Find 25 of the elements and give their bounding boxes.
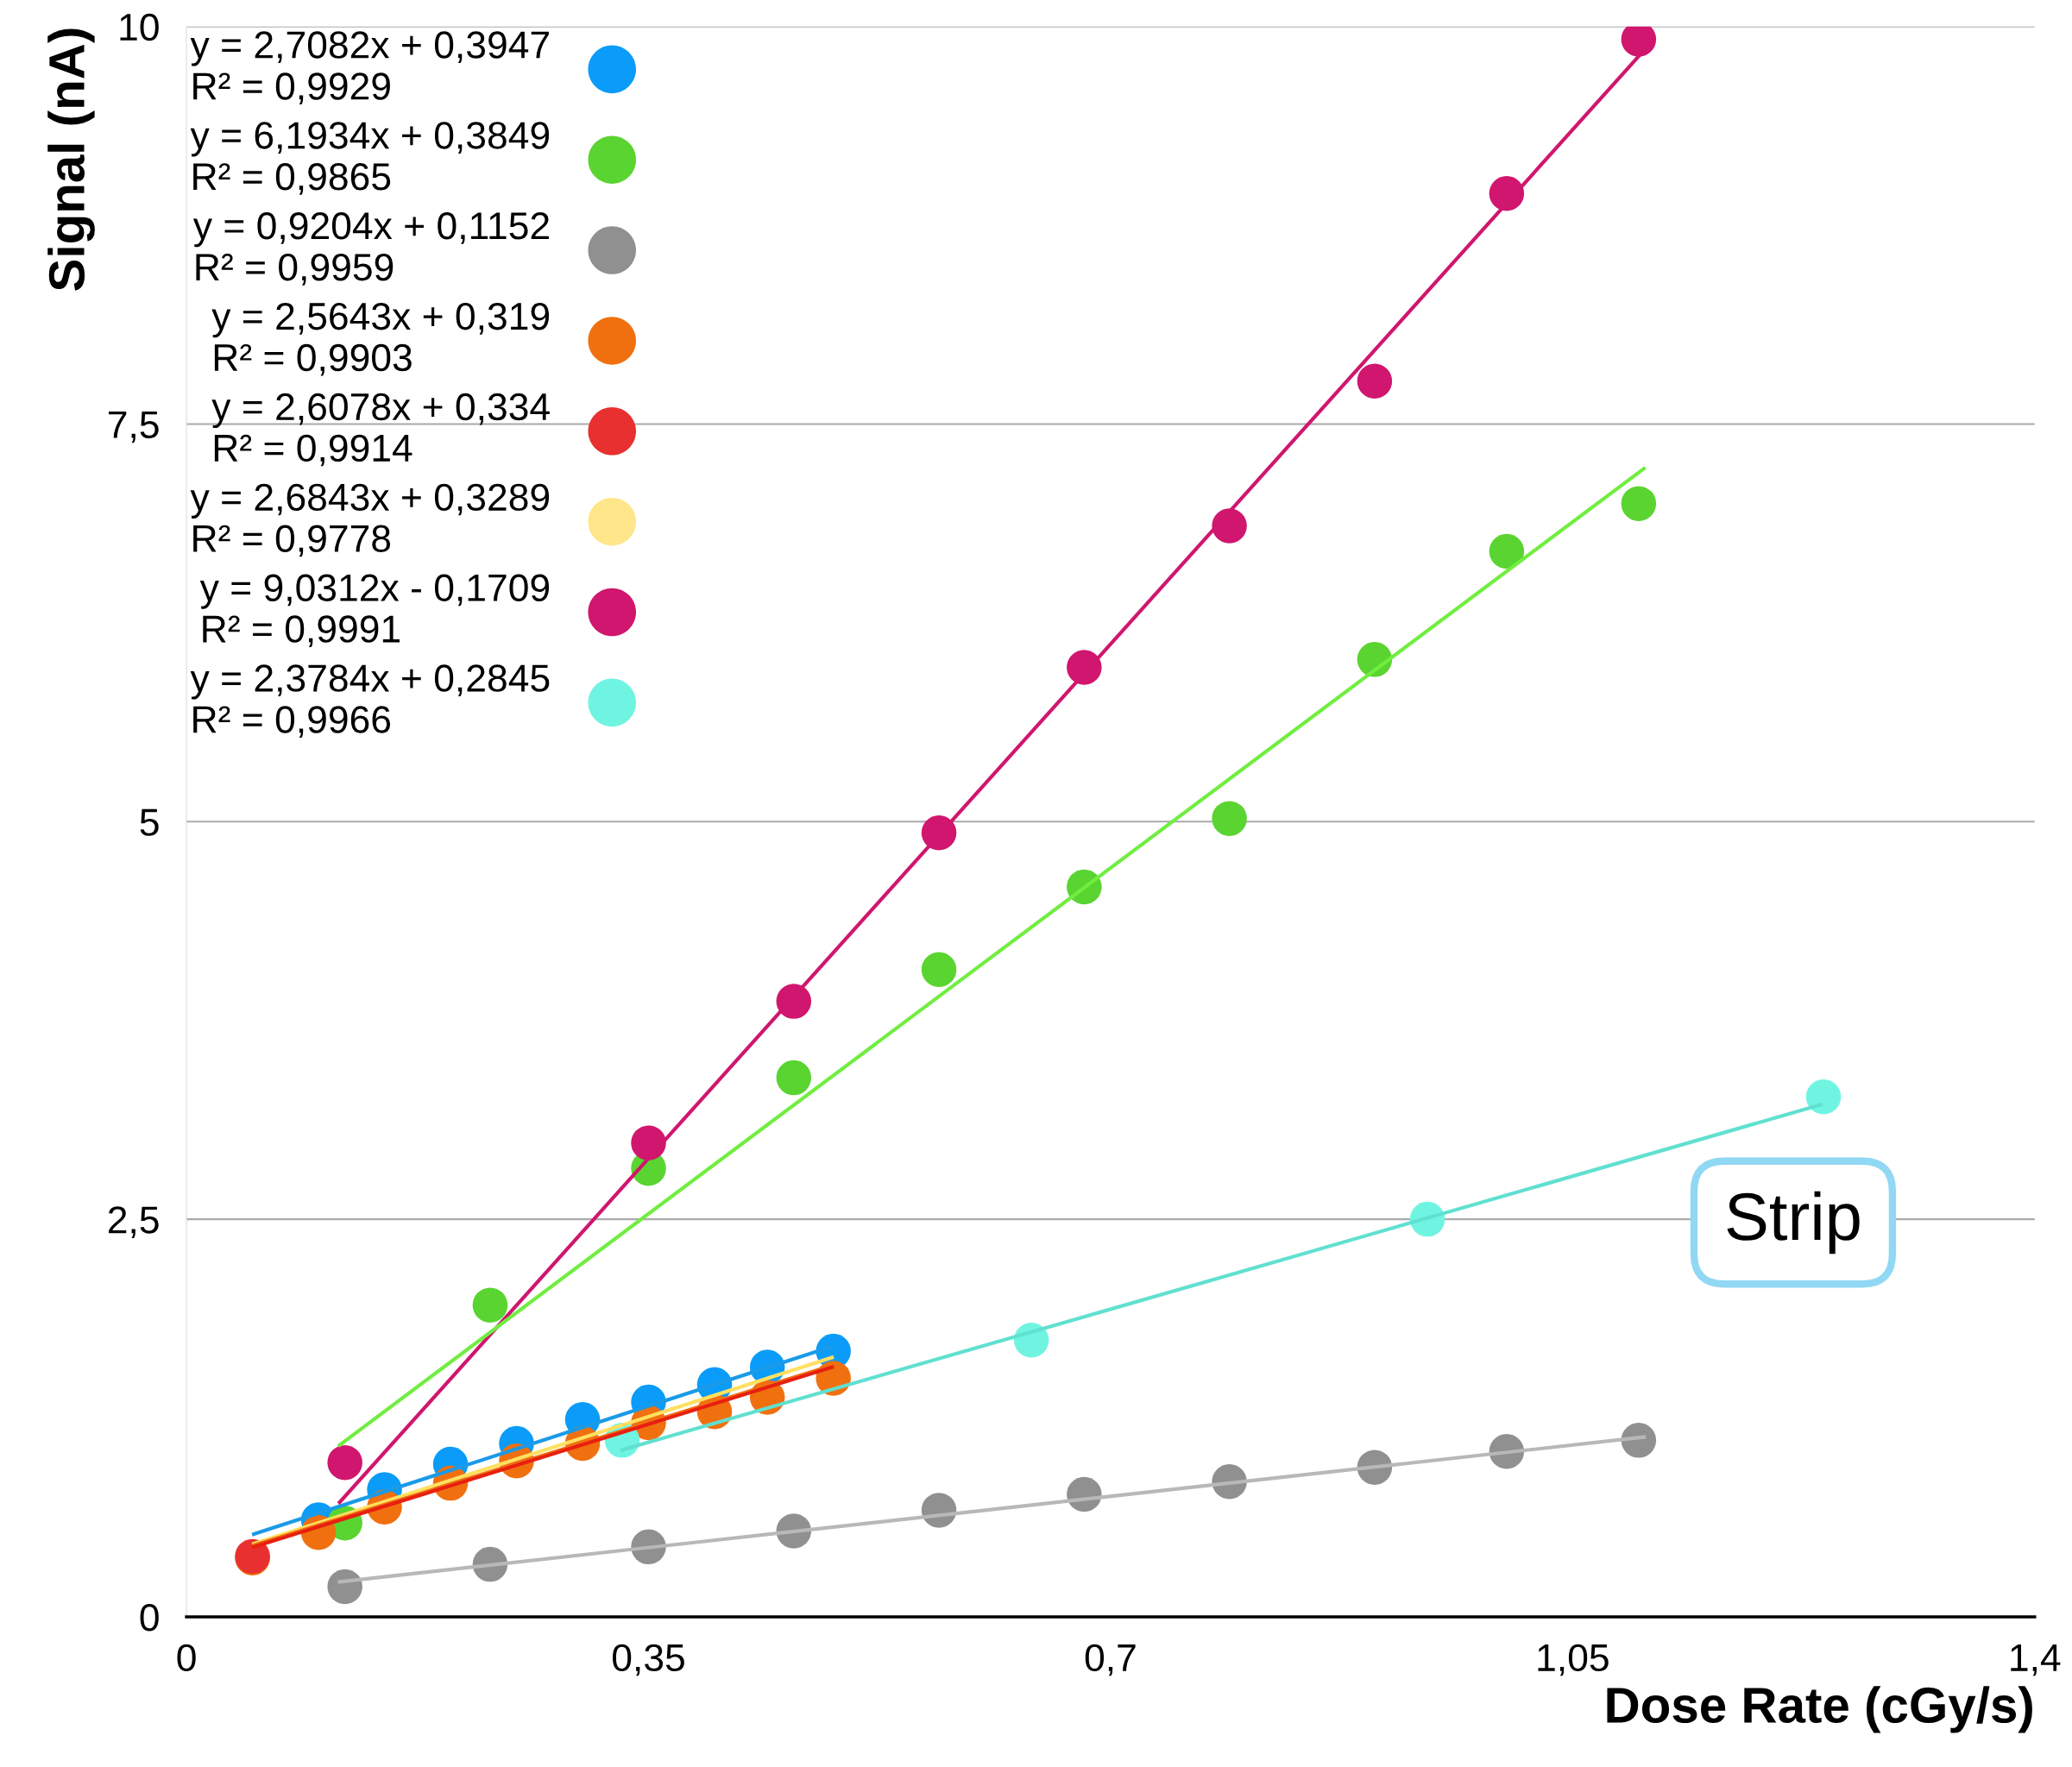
x-tick-label: 1,4 (2011, 1644, 2061, 1676)
y-tick-label: 0 (140, 1603, 159, 1632)
x-tick-label: 1,05 (1538, 1644, 1609, 1676)
point (1357, 363, 1393, 399)
legend-label: y = 2,3784x + 0,2845 R² = 0,9966 (190, 664, 550, 738)
x-tick-label: 0 (177, 1644, 196, 1672)
x-tick-label: 0,7 (1085, 1644, 1136, 1676)
y-tick-label: 10 (120, 13, 159, 41)
point (1212, 801, 1247, 836)
point (327, 1569, 362, 1605)
y-axis-title: Signal (nA) (47, 28, 95, 291)
point (327, 1444, 362, 1481)
x-tick-label: 0,35 (613, 1644, 684, 1676)
y-tick-label: 2,5 (108, 1206, 159, 1238)
y-tick-label: 7,5 (109, 412, 159, 443)
point (1621, 486, 1657, 521)
point (1805, 1078, 1842, 1115)
annotation: Strip (1727, 1191, 1860, 1255)
point (776, 1060, 812, 1096)
point (1621, 1423, 1657, 1458)
x-axis-title: Dose Rate (cGy/s) (1607, 1686, 2032, 1733)
point (1489, 533, 1525, 569)
point (921, 952, 957, 987)
y-tick-label: 5 (140, 808, 159, 836)
point (472, 1287, 508, 1323)
